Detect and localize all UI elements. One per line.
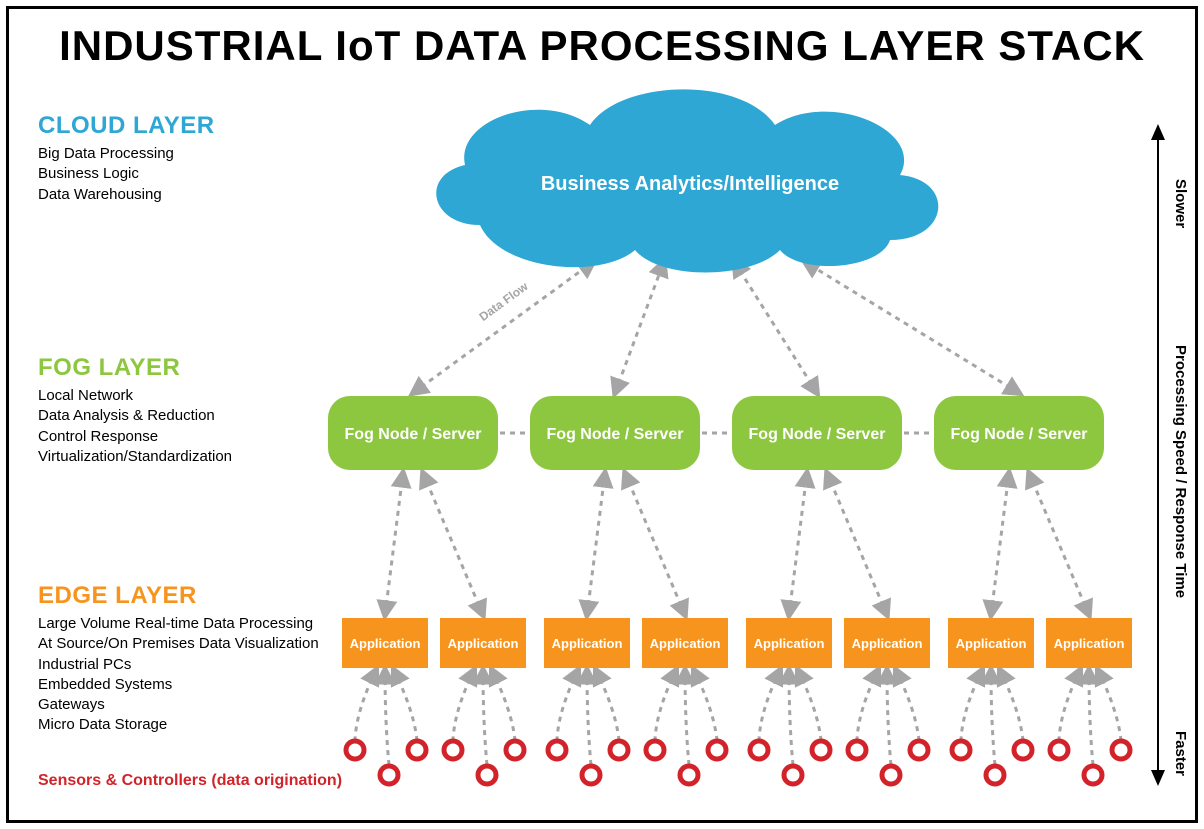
application-node-label: Application: [852, 636, 923, 651]
sensor-icon: [1050, 741, 1068, 759]
sensor-icon: [708, 741, 726, 759]
application-node-label: Application: [1054, 636, 1125, 651]
sensor-icon: [986, 766, 1004, 784]
sensor-icon: [380, 766, 398, 784]
cloud-node-label: Business Analytics/Intelligence: [541, 173, 839, 195]
sensor-icon: [882, 766, 900, 784]
sensor-nodes: [346, 741, 1130, 784]
fog-node-label: Fog Node / Server: [547, 426, 684, 443]
application-node-label: Application: [448, 636, 519, 651]
sensor-icon: [646, 741, 664, 759]
sensor-icon: [1014, 741, 1032, 759]
axis-slower-label: Slower: [1172, 179, 1189, 228]
sensor-icon: [548, 741, 566, 759]
speed-axis: Slower Faster Processing Speed / Response …: [1151, 124, 1189, 786]
connectors: Data Flow: [355, 262, 1121, 765]
sensor-icon: [750, 741, 768, 759]
sensor-icon: [784, 766, 802, 784]
sensor-icon: [1112, 741, 1130, 759]
application-node-label: Application: [650, 636, 721, 651]
sensor-icon: [910, 741, 928, 759]
application-nodes: Application Application Application Applica…: [342, 618, 1132, 668]
application-node-label: Application: [956, 636, 1027, 651]
application-node-label: Application: [754, 636, 825, 651]
axis-title: Processing Speed / Response Time: [1172, 345, 1189, 598]
sensor-icon: [610, 741, 628, 759]
sensor-icon: [848, 741, 866, 759]
sensor-icon: [952, 741, 970, 759]
sensor-icon: [1084, 766, 1102, 784]
sensor-icon: [346, 741, 364, 759]
dataflow-label: Data Flow: [477, 279, 532, 324]
fog-node-label: Fog Node / Server: [345, 426, 482, 443]
sensor-icon: [680, 766, 698, 784]
sensor-icon: [478, 766, 496, 784]
cloud-node: Business Analytics/Intelligence: [436, 89, 938, 272]
sensor-icon: [582, 766, 600, 784]
application-node-label: Application: [552, 636, 623, 651]
fog-node-label: Fog Node / Server: [951, 426, 1088, 443]
axis-faster-label: Faster: [1172, 731, 1189, 776]
sensor-icon: [506, 741, 524, 759]
sensor-icon: [444, 741, 462, 759]
fog-node-label: Fog Node / Server: [749, 426, 886, 443]
application-node-label: Application: [350, 636, 421, 651]
sensor-icon: [812, 741, 830, 759]
sensor-icon: [408, 741, 426, 759]
diagram-canvas: Data Flow Business Analytics/Intelligenc…: [0, 0, 1204, 829]
